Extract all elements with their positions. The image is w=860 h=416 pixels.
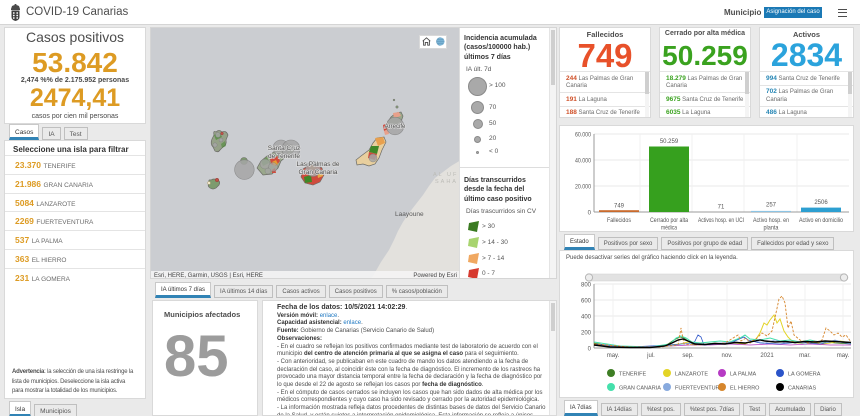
svg-text:60.000: 60.000 xyxy=(575,133,592,139)
svg-text:Activos hosp. en UCI: Activos hosp. en UCI xyxy=(698,218,744,224)
svg-text:jul.: jul. xyxy=(646,353,655,359)
svg-text:Laayoune: Laayoune xyxy=(395,211,424,218)
svg-text:Las Palmas de: Las Palmas de xyxy=(297,161,340,168)
svg-text:749: 749 xyxy=(614,204,625,210)
svg-text:0: 0 xyxy=(588,211,592,217)
svg-text:de Tenerife: de Tenerife xyxy=(268,153,300,160)
svg-text:800: 800 xyxy=(581,283,592,289)
svg-text:mar.: mar. xyxy=(799,353,811,359)
svg-text:2506: 2506 xyxy=(814,200,828,206)
svg-text:600: 600 xyxy=(581,299,592,305)
svg-text:Arrecife: Arrecife xyxy=(385,124,406,130)
svg-text:SAHA: SAHA xyxy=(435,179,458,185)
svg-text:71: 71 xyxy=(718,205,725,211)
svg-text:40.000: 40.000 xyxy=(575,159,592,165)
svg-text:2021: 2021 xyxy=(760,353,774,359)
svg-text:20.000: 20.000 xyxy=(575,185,592,191)
svg-text:may.: may. xyxy=(837,353,850,359)
svg-text:AL UF: AL UF xyxy=(433,172,458,178)
svg-text:257: 257 xyxy=(766,203,777,209)
svg-text:0: 0 xyxy=(588,347,592,353)
svg-text:planta: planta xyxy=(764,226,780,232)
svg-text:Powered by Esri: Powered by Esri xyxy=(413,273,457,278)
svg-text:Cerrado por alta: Cerrado por alta xyxy=(650,218,689,224)
svg-text:nov.: nov. xyxy=(722,353,733,359)
svg-text:sep.: sep. xyxy=(682,353,694,359)
svg-text:Esri, HERE, Garmin, USGS | Esr: Esri, HERE, Garmin, USGS | Esri, HERE xyxy=(154,273,263,278)
svg-text:Santa Cruz: Santa Cruz xyxy=(268,145,301,152)
svg-text:médica: médica xyxy=(661,226,678,232)
svg-text:Gran Canaria: Gran Canaria xyxy=(298,169,337,176)
svg-text:Fallecidos: Fallecidos xyxy=(607,218,631,224)
svg-text:Activo en domicilio: Activo en domicilio xyxy=(799,218,844,224)
svg-text:may.: may. xyxy=(607,353,620,359)
svg-text:Activo hosp. en: Activo hosp. en xyxy=(753,218,789,224)
svg-text:50.259: 50.259 xyxy=(660,139,679,145)
svg-text:200: 200 xyxy=(581,331,592,337)
svg-text:400: 400 xyxy=(581,315,592,321)
